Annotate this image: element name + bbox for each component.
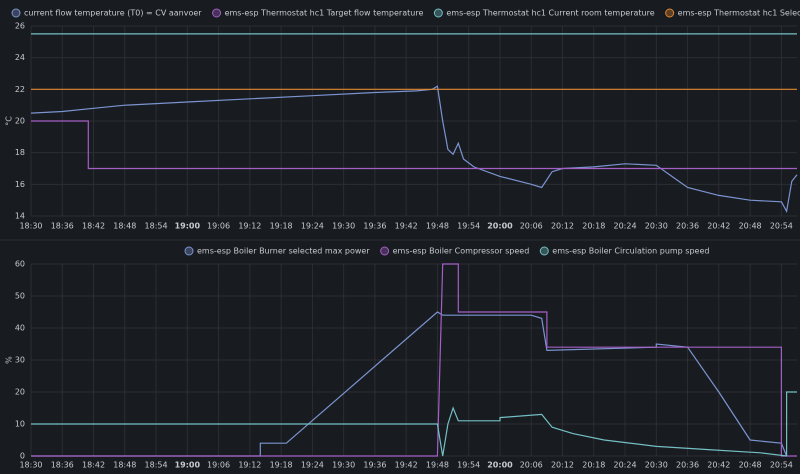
- x-tick-label: 20:12: [551, 222, 574, 231]
- legend-swatch: [433, 8, 443, 18]
- x-tick-label: 20:24: [614, 222, 637, 231]
- y-axis-label: %: [5, 356, 14, 364]
- x-tick-label: 20:30: [645, 222, 668, 231]
- x-tick-label: 18:42: [82, 461, 105, 470]
- series-line: [30, 85, 798, 214]
- legend-label: ems-esp Boiler Burner selected max power: [197, 247, 370, 256]
- x-tick-label: 20:48: [739, 222, 762, 231]
- y-tick-label: 20: [15, 117, 25, 126]
- x-tick-label: 18:30: [19, 222, 42, 231]
- legend-swatch: [665, 8, 675, 18]
- x-tick-label: 19:12: [238, 222, 261, 231]
- y-tick-label: 0: [20, 452, 25, 461]
- y-tick-label: 50: [15, 292, 25, 301]
- y-tick-label: 10: [15, 420, 25, 429]
- x-tick-label: 19:24: [301, 461, 324, 470]
- y-tick-label: 18: [15, 148, 25, 157]
- x-tick-label: 20:36: [676, 222, 699, 231]
- x-tick-label: 18:36: [51, 461, 74, 470]
- x-tick-label: 18:30: [19, 461, 42, 470]
- x-tick-label: 19:54: [457, 222, 480, 231]
- x-tick-label: 20:06: [520, 461, 543, 470]
- legend-swatch: [380, 246, 390, 256]
- x-tick-label: 19:54: [457, 461, 480, 470]
- x-tick-label: 20:30: [645, 461, 668, 470]
- x-tick-label: 19:12: [238, 461, 261, 470]
- x-tick-label: 20:12: [551, 461, 574, 470]
- y-tick-label: 40: [15, 324, 25, 333]
- x-tick-label: 18:54: [145, 461, 168, 470]
- x-tick-label: 19:00: [175, 461, 201, 470]
- x-tick-label: 19:36: [363, 222, 386, 231]
- x-tick-label: 20:24: [614, 461, 637, 470]
- x-tick-label: 20:42: [707, 222, 730, 231]
- x-tick-label: 20:36: [676, 461, 699, 470]
- x-tick-label: 18:36: [51, 222, 74, 231]
- x-tick-label: 19:36: [363, 461, 386, 470]
- x-tick-label: 18:48: [113, 222, 136, 231]
- x-tick-label: 20:00: [487, 461, 513, 470]
- y-tick-label: 24: [15, 53, 25, 62]
- x-tick-label: 19:48: [426, 461, 449, 470]
- y-tick-label: 20: [15, 388, 25, 397]
- y-axis-label: °C: [5, 116, 14, 126]
- y-tick-label: 30: [15, 356, 25, 365]
- series-line: [31, 391, 797, 457]
- x-tick-label: 19:00: [175, 222, 201, 231]
- legend-swatch: [11, 8, 21, 18]
- y-tick-label: 16: [15, 180, 25, 189]
- legend-label: ems-esp Boiler Circulation pump speed: [552, 247, 709, 256]
- y-tick-label: 26: [15, 22, 25, 31]
- legend-label: ems-esp Thermostat hc1 Selected room tem…: [678, 9, 800, 18]
- x-tick-label: 19:48: [426, 222, 449, 231]
- legend-label: ems-esp Boiler Compressor speed: [393, 247, 530, 256]
- x-tick-label: 19:42: [395, 222, 418, 231]
- x-tick-label: 20:18: [582, 222, 605, 231]
- x-tick-label: 18:42: [82, 222, 105, 231]
- x-tick-label: 19:06: [207, 461, 230, 470]
- x-tick-label: 20:06: [520, 222, 543, 231]
- series-line: [31, 120, 797, 170]
- x-tick-label: 19:30: [332, 222, 355, 231]
- y-tick-label: 22: [15, 85, 25, 94]
- y-tick-label: 14: [15, 212, 25, 221]
- x-tick-label: 20:00: [487, 222, 513, 231]
- x-tick-label: 19:18: [270, 461, 293, 470]
- legend-label: current flow temperature (T0) = CV aanvo…: [24, 9, 202, 18]
- x-tick-label: 19:42: [395, 461, 418, 470]
- x-tick-label: 20:48: [739, 461, 762, 470]
- x-tick-label: 19:06: [207, 222, 230, 231]
- y-tick-label: 60: [15, 260, 25, 269]
- legend-swatch: [539, 246, 549, 256]
- x-tick-label: 20:54: [770, 461, 793, 470]
- x-tick-label: 18:48: [113, 461, 136, 470]
- series-line: [31, 311, 788, 457]
- legend-label: ems-esp Thermostat hc1 Target flow tempe…: [225, 9, 424, 18]
- x-tick-label: 19:24: [301, 222, 324, 231]
- x-tick-label: 20:18: [582, 461, 605, 470]
- legend-swatch: [212, 8, 222, 18]
- x-tick-label: 19:30: [332, 461, 355, 470]
- x-tick-label: 18:54: [145, 222, 168, 231]
- series-line: [31, 263, 797, 457]
- x-tick-label: 19:18: [270, 222, 293, 231]
- x-tick-label: 20:54: [770, 222, 793, 231]
- legend-label: ems-esp Thermostat hc1 Current room temp…: [446, 9, 654, 18]
- x-tick-label: 20:42: [707, 461, 730, 470]
- legend-swatch: [184, 246, 194, 256]
